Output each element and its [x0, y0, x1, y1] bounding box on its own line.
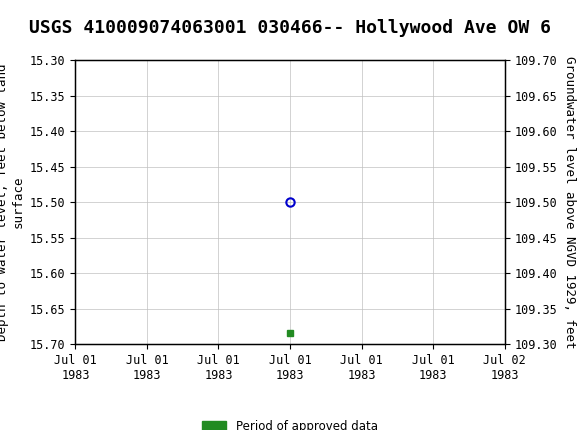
Legend: Period of approved data: Period of approved data: [198, 415, 382, 430]
Text: ≡USGS: ≡USGS: [12, 10, 88, 29]
Y-axis label: Groundwater level above NGVD 1929, feet: Groundwater level above NGVD 1929, feet: [563, 56, 575, 348]
Y-axis label: Depth to water level, feet below land
surface: Depth to water level, feet below land su…: [0, 63, 24, 341]
Text: USGS 410009074063001 030466-- Hollywood Ave OW 6: USGS 410009074063001 030466-- Hollywood …: [29, 19, 551, 37]
